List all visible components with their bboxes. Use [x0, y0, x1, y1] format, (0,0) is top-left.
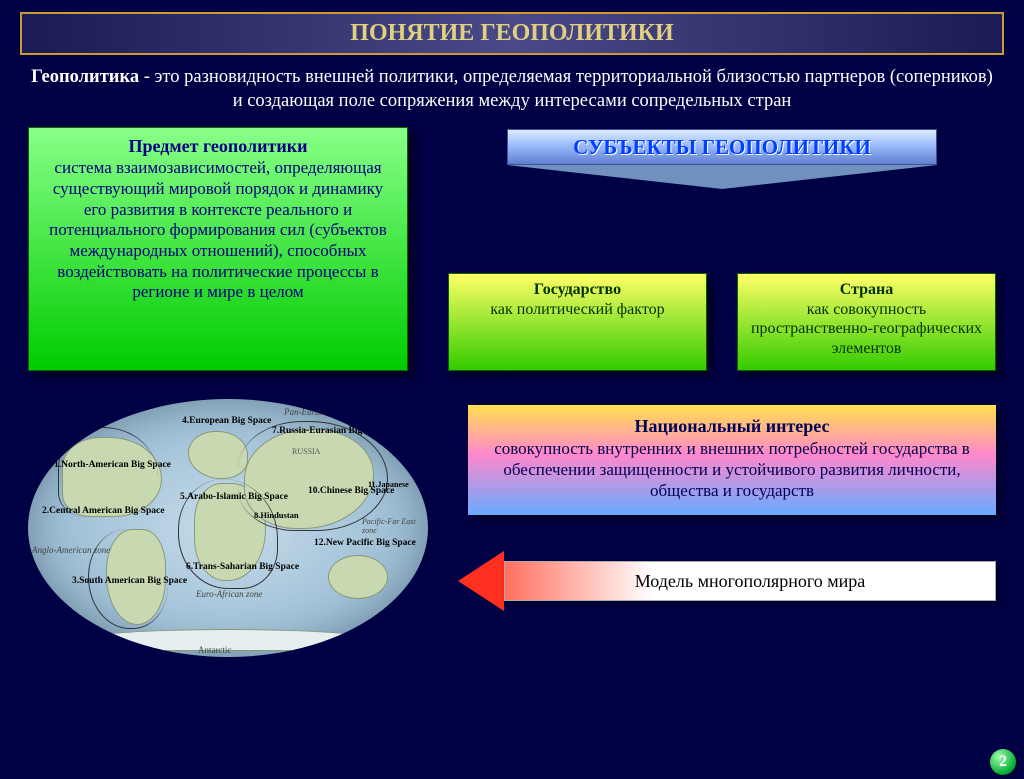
map-label-11: 11.Japanese [368, 481, 409, 489]
interest-title: Национальный интерес [484, 415, 980, 438]
national-interest-box: Национальный интерес совокупность внутре… [468, 405, 996, 515]
map-label-6: 6.Trans-Saharian Big Space [186, 563, 299, 573]
map-label-8: 8.Hindustan [254, 511, 299, 520]
subject-title: Предмет геополитики [43, 136, 393, 158]
zone-4: Pacific-Far East zone [362, 517, 428, 535]
country-body: как совокупность пространственно-географ… [750, 300, 983, 359]
model-arrow-label: Модель многополярного мира [504, 561, 996, 601]
page-number: 2 [990, 749, 1016, 775]
state-box: Государство как политический фактор [448, 273, 707, 371]
state-body: как политический фактор [461, 300, 694, 320]
interest-body: совокупность внутренних и внешних потреб… [484, 438, 980, 502]
country-title: Страна [750, 280, 983, 300]
model-arrow: Модель многополярного мира [458, 551, 996, 611]
slide-title: ПОНЯТИЕ ГЕОПОЛИТИКИ [20, 12, 1004, 55]
map-label-12: 12.New Pacific Big Space [314, 539, 416, 549]
zone-2: Euro-African zone [196, 589, 262, 599]
globe-icon: 1.North-American Big Space 2.Central Ame… [28, 399, 428, 657]
definition-body: - это разновидность внешней политики, оп… [139, 67, 993, 111]
map-label-5: 5.Arabo-Islamic Big Space [180, 493, 288, 503]
subject-box: Предмет геополитики система взаимозависи… [28, 127, 408, 371]
map-label-4: 4.European Big Space [182, 417, 271, 427]
arrow-left-icon [458, 551, 504, 611]
subjects-banner-label: СУБЪЕКТЫ ГЕОПОЛИТИКИ [507, 129, 937, 165]
chevron-down-icon [507, 165, 937, 189]
zone-1: Anglo-American zone [32, 545, 110, 555]
map-label-1: 1.North-American Big Space [54, 461, 171, 471]
map-label-2: 2.Central American Big Space [42, 507, 164, 517]
definition-text: Геополитика - это разновидность внешней … [28, 65, 996, 113]
state-title: Государство [461, 280, 694, 300]
subjects-banner: СУБЪЕКТЫ ГЕОПОЛИТИКИ [507, 127, 937, 195]
antarctic-label: Antarctic [198, 645, 231, 655]
map-label-7: 7.Russia-Eurasian Big Space [272, 427, 388, 437]
russia-label: RUSSIA [292, 447, 320, 456]
world-map: 1.North-American Big Space 2.Central Ame… [28, 399, 428, 657]
map-label-3: 3.South American Big Space [72, 577, 187, 587]
country-box: Страна как совокупность пространственно-… [737, 273, 996, 371]
zone-3: Pan-Eurasian zone [284, 407, 353, 417]
subject-body: система взаимозависимостей, определяющая… [43, 158, 393, 303]
definition-term: Геополитика [31, 67, 139, 87]
